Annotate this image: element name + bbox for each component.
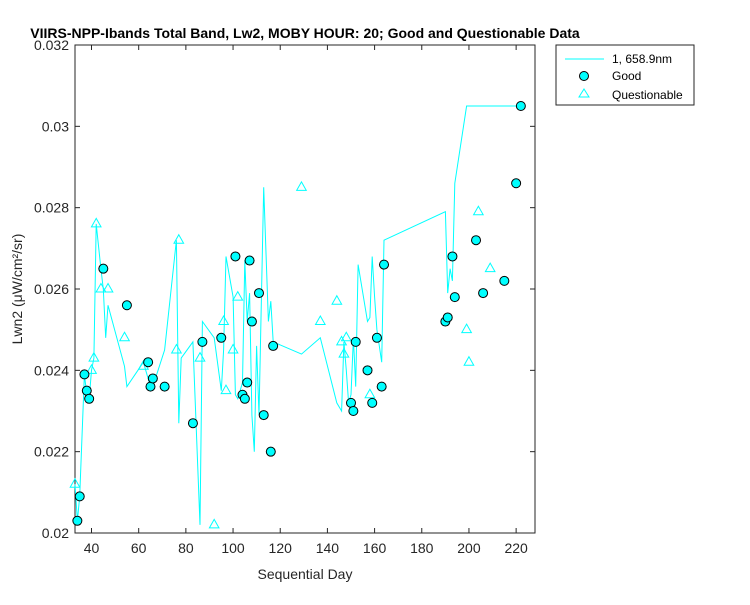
questionable-point — [220, 384, 232, 395]
good-point — [511, 178, 522, 189]
chart-title: VIIRS-NPP-Ibands Total Band, Lw2, MOBY H… — [30, 25, 580, 41]
axes-box — [74, 44, 536, 534]
x-tick-label: 100 — [221, 540, 245, 556]
questionable-point — [331, 294, 343, 305]
good-point — [367, 397, 378, 408]
good-point — [143, 357, 154, 368]
questionable-point — [338, 347, 350, 358]
questionable-point — [340, 331, 352, 342]
x-tick-label: 200 — [457, 540, 481, 556]
good-point — [471, 235, 482, 246]
x-tick-label: 40 — [84, 540, 100, 556]
legend-entry-line: 1, 658.9nm — [612, 52, 672, 66]
legend-entry-questionable: Questionable — [612, 88, 683, 102]
y-tick-label: 0.024 — [34, 362, 69, 378]
questionable-point — [472, 205, 485, 216]
good-point — [268, 340, 279, 351]
y-tick-label: 0.028 — [34, 200, 69, 216]
good-point — [84, 393, 95, 404]
x-tick-label: 140 — [316, 540, 340, 556]
good-point — [447, 251, 458, 262]
questionable-point — [90, 217, 102, 228]
good-point — [79, 369, 90, 380]
good-point — [265, 446, 276, 457]
good-point — [478, 288, 489, 299]
questionable-point — [217, 315, 230, 326]
legend-entry-good: Good — [612, 69, 641, 83]
x-tick-label: 220 — [504, 540, 528, 556]
x-axis-ticks: 40 60 80 100 120 140 160 180 200 220 — [84, 45, 528, 556]
questionable-point — [484, 262, 496, 273]
series-line-658-9nm — [74, 105, 521, 525]
good-point — [362, 365, 373, 376]
questionable-point — [85, 363, 98, 374]
x-axis-label: Sequential Day — [258, 566, 353, 582]
good-point — [197, 336, 208, 347]
good-point — [145, 381, 156, 392]
good-point — [449, 292, 460, 303]
y-tick-label: 0.022 — [34, 444, 69, 460]
good-point — [350, 336, 361, 347]
good-point — [376, 381, 387, 392]
y-tick-label: 0.03 — [42, 118, 69, 134]
good-point — [98, 263, 109, 274]
y-tick-label: 0.032 — [34, 37, 69, 53]
y-tick-label: 0.02 — [42, 525, 69, 541]
good-point — [72, 515, 83, 526]
good-point — [187, 418, 198, 429]
legend-circle-marker — [579, 71, 589, 81]
good-point — [442, 312, 453, 323]
good-point — [371, 332, 382, 343]
good-point — [348, 406, 359, 416]
questionable-point — [95, 282, 107, 293]
questionable-point — [69, 477, 81, 488]
good-point — [346, 397, 356, 408]
questionable-point — [173, 233, 185, 244]
good-point — [239, 393, 250, 404]
x-tick-label: 180 — [410, 540, 434, 556]
series-layer — [69, 101, 526, 529]
good-point — [230, 251, 241, 262]
good-point — [515, 101, 526, 111]
questionable-point — [463, 355, 475, 366]
good-point — [254, 288, 264, 299]
questionable-point — [88, 351, 100, 362]
questionable-point — [170, 343, 183, 354]
good-point — [244, 255, 255, 266]
good-point — [159, 381, 170, 392]
good-point — [81, 385, 92, 396]
questionable-point — [102, 282, 114, 293]
good-point — [242, 377, 253, 388]
questionable-point — [208, 518, 220, 529]
questionable-point — [194, 351, 206, 362]
good-point — [121, 300, 132, 311]
good-point — [246, 316, 257, 327]
questionable-point — [118, 331, 131, 342]
questionable-point — [314, 315, 326, 326]
questionable-point — [364, 388, 376, 399]
legend-box — [555, 44, 695, 106]
y-axis-ticks: 0.02 0.022 0.024 0.026 0.028 0.03 0.032 — [34, 37, 535, 541]
good-point — [379, 259, 390, 270]
questionable-point — [295, 180, 308, 191]
legend-triangle-marker — [578, 88, 590, 98]
good-point — [74, 491, 85, 502]
good-point — [216, 332, 227, 343]
x-tick-label: 120 — [269, 540, 293, 556]
questionable-point — [232, 290, 244, 301]
x-tick-label: 80 — [178, 540, 194, 556]
y-axis-label: Lwn2 (μW/cm²/sr) — [9, 234, 25, 345]
x-tick-label: 60 — [131, 540, 147, 556]
questionable-point — [227, 343, 239, 354]
legend: 1, 658.9nm Good Questionable — [555, 44, 695, 106]
x-tick-label: 160 — [363, 540, 387, 556]
questionable-point — [460, 323, 473, 334]
plot-area: 40 60 80 100 120 140 160 180 200 220 0.020.0220.0… — [34, 37, 536, 556]
good-point — [258, 410, 269, 421]
y-tick-label: 0.026 — [34, 281, 69, 297]
good-point — [499, 275, 510, 286]
good-point — [147, 373, 158, 384]
